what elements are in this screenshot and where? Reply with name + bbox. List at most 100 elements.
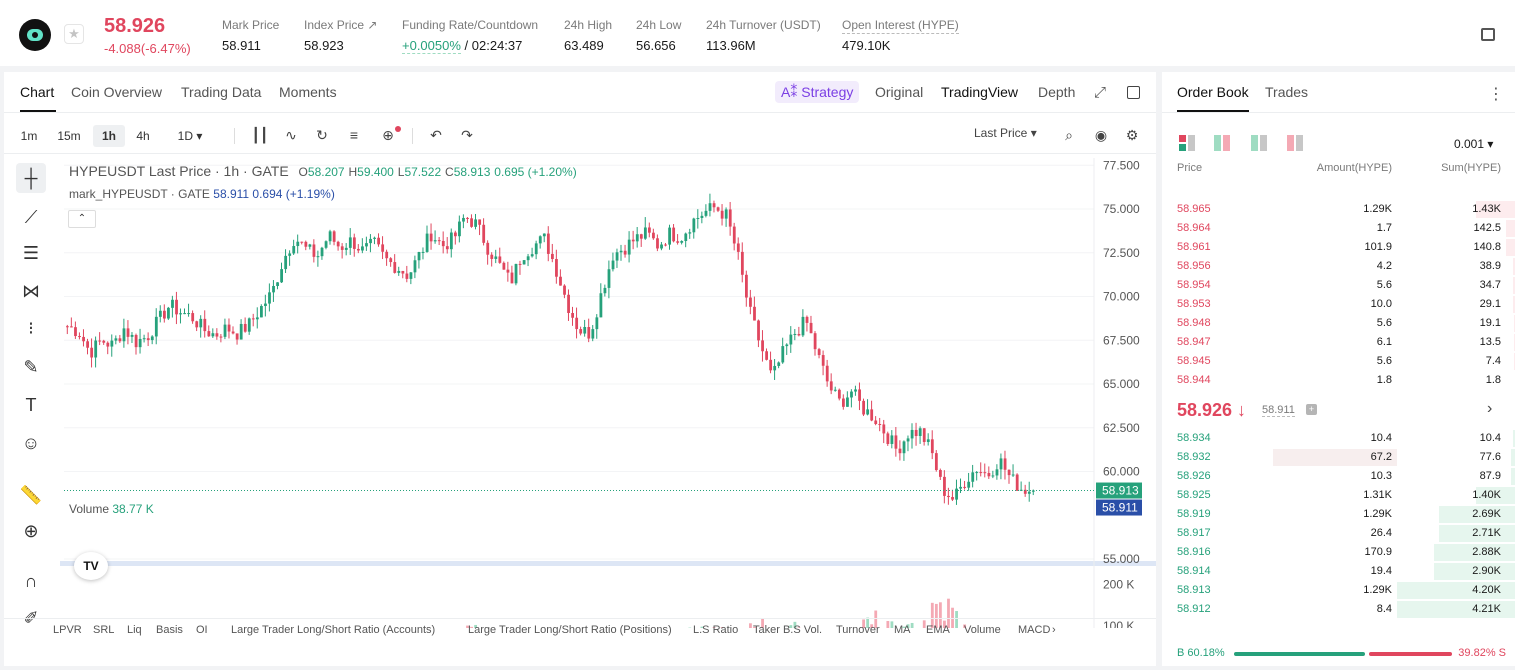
- ask-row[interactable]: 58.964 1.7 142.5: [1162, 219, 1515, 238]
- indicator-oi[interactable]: OI: [196, 624, 208, 636]
- more-icon[interactable]: ⋮: [1488, 86, 1504, 103]
- templates-icon[interactable]: ≡: [349, 127, 359, 143]
- candle-body: [971, 472, 975, 482]
- info-icon[interactable]: +: [1306, 404, 1317, 415]
- ask-row[interactable]: 58.965 1.29K 1.43K: [1162, 200, 1515, 219]
- ask-row[interactable]: 58.953 10.0 29.1: [1162, 295, 1515, 314]
- ask-row[interactable]: 58.947 6.1 13.5: [1162, 333, 1515, 352]
- ask-row[interactable]: 58.954 5.6 34.7: [1162, 276, 1515, 295]
- candle-body: [292, 246, 296, 254]
- ask-row[interactable]: 58.944 1.8 1.8: [1162, 371, 1515, 390]
- bid-price: 58.919: [1177, 508, 1211, 520]
- text-icon[interactable]: T: [25, 395, 37, 415]
- window-icon[interactable]: [1127, 86, 1140, 99]
- chevron-right-icon[interactable]: ›: [1487, 400, 1493, 417]
- indicator-large-trader-long-short-ratio-accounts[interactable]: Large Trader Long/Short Ratio (Accounts): [231, 624, 436, 636]
- ask-amount: 1.29K: [1363, 203, 1392, 215]
- precision-select[interactable]: 0.001 ▾: [1454, 137, 1494, 151]
- pattern-icon[interactable]: ⋈: [22, 281, 40, 301]
- indicators-icon[interactable]: ∿: [285, 127, 297, 143]
- tab-moments[interactable]: Moments: [279, 84, 337, 100]
- tab-coin-overview[interactable]: Coin Overview: [71, 84, 163, 100]
- indicator-large-trader-long-short-ratio-positions[interactable]: Large Trader Long/Short Ratio (Positions…: [468, 624, 672, 636]
- indicator-ma[interactable]: MA: [894, 624, 911, 636]
- candles-icon[interactable]: ┃┃: [251, 127, 269, 143]
- zoom-in-icon[interactable]: ⊕: [23, 521, 39, 541]
- indicator-macd[interactable]: MACD: [1018, 624, 1051, 636]
- strategy-button[interactable]: A⁑ Strategy: [775, 81, 860, 103]
- timeframe-4h[interactable]: 4h: [136, 129, 150, 143]
- view-depth[interactable]: Depth: [1038, 84, 1076, 100]
- indicator-volume[interactable]: Volume: [964, 624, 1001, 636]
- candle-body: [466, 217, 469, 219]
- bid-row[interactable]: 58.919 1.29K 2.69K: [1162, 505, 1515, 524]
- brush-icon[interactable]: ✎: [23, 357, 39, 377]
- tab-order-book[interactable]: Order Book: [1177, 84, 1249, 100]
- trendline-icon[interactable]: ⟋: [24, 207, 38, 227]
- undo-icon[interactable]: ↶: [430, 127, 442, 143]
- view-bids-icon[interactable]: [1251, 135, 1267, 151]
- replay-icon[interactable]: ↻: [316, 127, 328, 143]
- bid-row[interactable]: 58.925 1.31K 1.40K: [1162, 486, 1515, 505]
- candle-body: [825, 365, 829, 382]
- camera-icon[interactable]: ◉: [1094, 127, 1108, 143]
- bid-row[interactable]: 58.917 26.4 2.71K: [1162, 524, 1515, 543]
- gear-icon[interactable]: ⚙: [1125, 127, 1139, 143]
- horizontal-lines-icon[interactable]: ☰: [22, 243, 40, 263]
- timeframe-1h[interactable]: 1h: [93, 125, 125, 147]
- indicator-liq[interactable]: Liq: [127, 624, 142, 636]
- bid-row[interactable]: 58.912 8.4 4.21K: [1162, 600, 1515, 619]
- view-original[interactable]: Original: [875, 84, 924, 100]
- price-chart[interactable]: 77.500 75.000 72.500 70.000 67.500 65.000 62.5…: [60, 158, 1156, 628]
- tab-trades[interactable]: Trades: [1265, 84, 1309, 100]
- notebook-icon[interactable]: [1481, 28, 1495, 41]
- favorite-star-icon[interactable]: ★: [64, 24, 84, 44]
- timeframe-1d[interactable]: 1D ▾: [177, 129, 203, 143]
- indicator-srl[interactable]: SRL: [93, 624, 115, 636]
- bid-row[interactable]: 58.926 10.3 87.9: [1162, 467, 1515, 486]
- expand-icon[interactable]: ⤢: [1094, 84, 1107, 101]
- emoji-icon[interactable]: ☺: [21, 433, 41, 453]
- ask-row[interactable]: 58.961 101.9 140.8: [1162, 238, 1515, 257]
- ask-row[interactable]: 58.945 5.6 7.4: [1162, 352, 1515, 371]
- indicator-taker-b-s-vol[interactable]: Taker B.S Vol.: [753, 624, 823, 636]
- candle-body: [623, 250, 627, 255]
- bid-row[interactable]: 58.932 67.2 77.6: [1162, 448, 1515, 467]
- view-both-icon[interactable]: [1179, 135, 1195, 151]
- candle-body: [680, 241, 684, 243]
- view-tradingview[interactable]: TradingView: [941, 84, 1019, 100]
- candle-body: [854, 389, 857, 392]
- ask-price: 58.944: [1177, 374, 1211, 386]
- bid-row[interactable]: 58.916 170.9 2.88K: [1162, 543, 1515, 562]
- timeframe-15m[interactable]: 15m: [57, 129, 81, 143]
- divider: [4, 618, 1156, 619]
- indicator-turnover[interactable]: Turnover: [836, 624, 880, 636]
- bid-row[interactable]: 58.913 1.29K 4.20K: [1162, 581, 1515, 600]
- timeframe-1m[interactable]: 1m: [20, 129, 38, 143]
- ask-row[interactable]: 58.956 4.2 38.9: [1162, 257, 1515, 276]
- view-asks-icon[interactable]: [1287, 135, 1303, 151]
- add-alert-icon[interactable]: ⊕: [382, 127, 394, 143]
- indicator-basis[interactable]: Basis: [156, 624, 183, 636]
- ask-row[interactable]: 58.948 5.6 19.1: [1162, 314, 1515, 333]
- tab-chart[interactable]: Chart: [20, 84, 55, 100]
- redo-icon[interactable]: ↷: [461, 127, 473, 143]
- indicator-lpvr[interactable]: LPVR: [53, 624, 82, 636]
- bid-row[interactable]: 58.934 10.4 10.4: [1162, 429, 1515, 448]
- indicator-scroll-right-icon[interactable]: ›: [1052, 624, 1056, 636]
- index-price-label[interactable]: Index Price ↗: [304, 18, 378, 32]
- price-source-select[interactable]: Last Price ▾: [974, 126, 1037, 140]
- candle-body: [947, 495, 950, 498]
- view-split-icon[interactable]: [1214, 135, 1230, 151]
- indicator-l-s-ratio[interactable]: L.S Ratio: [693, 624, 739, 636]
- fib-icon[interactable]: ⁝: [28, 318, 34, 338]
- tradingview-logo[interactable]: TV: [74, 552, 108, 580]
- magnet-icon[interactable]: ∩: [24, 571, 38, 591]
- collapse-legend-button[interactable]: ⌃: [68, 210, 96, 228]
- crosshair-icon[interactable]: ┼: [16, 163, 46, 193]
- search-icon[interactable]: ⌕: [1065, 127, 1073, 143]
- indicator-ema[interactable]: EMA: [926, 624, 950, 636]
- ruler-icon[interactable]: 📏: [19, 485, 43, 505]
- bid-row[interactable]: 58.914 19.4 2.90K: [1162, 562, 1515, 581]
- tab-trading-data[interactable]: Trading Data: [181, 84, 262, 100]
